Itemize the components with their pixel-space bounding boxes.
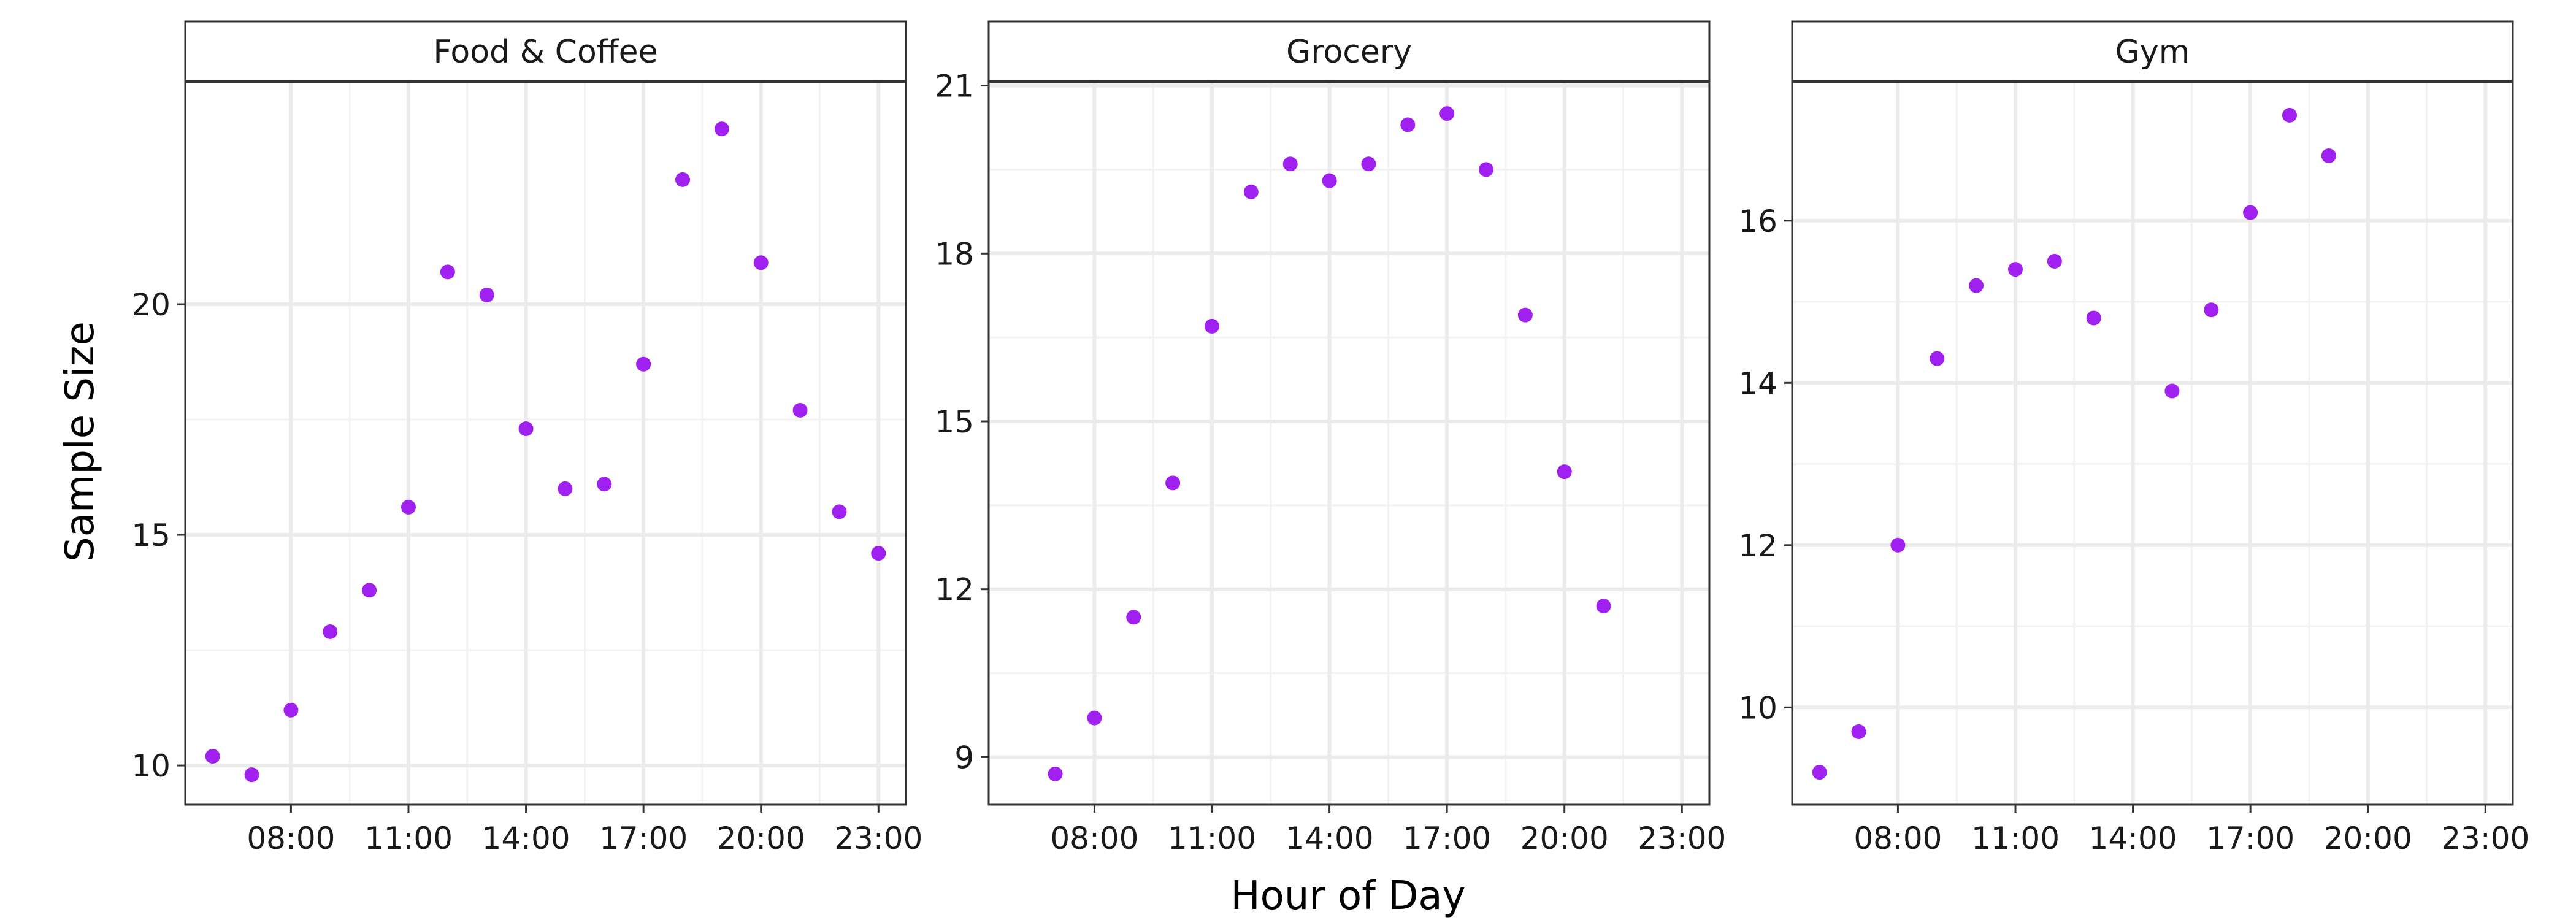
- data-point: [1126, 610, 1141, 625]
- data-point: [558, 481, 573, 496]
- data-point: [1812, 765, 1827, 780]
- data-point: [518, 421, 534, 437]
- y-tick-label: 12: [935, 572, 974, 608]
- y-tick-label: 14: [1738, 366, 1777, 401]
- data-point: [479, 287, 494, 302]
- data-point: [792, 402, 808, 418]
- y-tick-label: 15: [131, 518, 171, 553]
- data-point: [1479, 162, 1494, 177]
- facet-strip: [1791, 20, 2514, 83]
- data-point: [1204, 318, 1219, 334]
- data-point: [597, 477, 612, 492]
- x-tick-label: 23:00: [834, 821, 922, 856]
- facet-panel-food-coffee: Food & Coffee 08:00 11:00 14:00 17:00 20:00 23…: [131, 20, 922, 856]
- y-tick-label: 9: [954, 740, 974, 775]
- data-point: [2047, 253, 2062, 269]
- y-tick-label: 15: [935, 404, 974, 440]
- x-tick-label: 14:00: [1286, 821, 1374, 856]
- y-tick-label: 10: [131, 748, 171, 784]
- data-point: [1439, 106, 1455, 121]
- x-tick-label: 11:00: [364, 821, 453, 856]
- data-point: [714, 121, 729, 137]
- data-point: [871, 546, 886, 561]
- data-point: [832, 504, 847, 519]
- x-tick-label: 17:00: [599, 821, 688, 856]
- data-point: [1596, 599, 1611, 614]
- y-axis-title: Sample Size: [58, 321, 103, 562]
- y-tick-label: 21: [935, 69, 974, 104]
- facet-strip: [987, 20, 1711, 83]
- data-point: [1969, 278, 1984, 293]
- data-point: [2204, 302, 2219, 318]
- data-point: [1517, 307, 1533, 323]
- facet-title: Gym: [2115, 34, 2190, 71]
- y-tick-label: 16: [1738, 204, 1777, 239]
- y-tick-label: 10: [1738, 690, 1777, 726]
- data-point: [401, 499, 416, 515]
- x-tick-label: 08:00: [247, 821, 335, 856]
- x-axis-title: Hour of Day: [1231, 873, 1466, 919]
- x-tick-label: 14:00: [2089, 821, 2177, 856]
- data-point: [1400, 117, 1416, 132]
- x-tick-label: 23:00: [1638, 821, 1726, 856]
- data-point: [2243, 205, 2258, 220]
- data-point: [2007, 262, 2023, 277]
- data-point: [2321, 148, 2336, 164]
- data-point: [1851, 724, 1866, 739]
- x-tick-label: 17:00: [1403, 821, 1491, 856]
- x-tick-label: 20:00: [717, 821, 805, 856]
- x-tick-label: 23:00: [2441, 821, 2529, 856]
- data-point: [283, 702, 299, 718]
- x-tick-label: 17:00: [2206, 821, 2294, 856]
- data-point: [753, 255, 769, 270]
- x-tick-label: 14:00: [482, 821, 570, 856]
- facet-panel-gym: Gym 08:00 11:00 14:00 17:00 20:00 23:00 10 12 14 1…: [1738, 20, 2529, 856]
- y-tick-label: 20: [131, 287, 171, 323]
- data-point: [1890, 537, 1906, 553]
- data-point: [205, 749, 220, 764]
- facet-title: Grocery: [1286, 34, 1412, 71]
- data-point: [440, 264, 455, 280]
- data-point: [675, 172, 691, 187]
- data-point: [1557, 464, 1572, 480]
- data-point: [1361, 156, 1376, 172]
- x-tick-label: 20:00: [1520, 821, 1609, 856]
- data-point: [362, 583, 377, 598]
- x-tick-label: 11:00: [1971, 821, 2060, 856]
- x-tick-label: 08:00: [1853, 821, 1942, 856]
- data-point: [636, 356, 651, 372]
- data-point: [323, 624, 338, 639]
- x-tick-label: 11:00: [1168, 821, 1256, 856]
- data-point: [2282, 107, 2298, 123]
- data-point: [1930, 351, 1945, 366]
- data-point: [1048, 766, 1063, 781]
- data-point: [1087, 710, 1102, 726]
- y-tick-label: 12: [1738, 528, 1777, 564]
- x-tick-label: 08:00: [1050, 821, 1138, 856]
- facet-title: Food & Coffee: [433, 34, 657, 71]
- data-point: [2086, 310, 2101, 326]
- data-point: [1282, 156, 1298, 172]
- panel-border: [1791, 20, 2514, 806]
- data-point: [1243, 184, 1259, 199]
- y-tick-label: 18: [935, 236, 974, 272]
- facet-panel-grocery: Grocery 08:00 11:00 14:00 17:00 20:00 23:00 9 12…: [935, 20, 1726, 856]
- data-point: [2164, 383, 2180, 399]
- panel-border: [987, 20, 1711, 806]
- data-point: [1322, 173, 1337, 188]
- x-tick-label: 20:00: [2324, 821, 2412, 856]
- data-point: [1165, 475, 1181, 491]
- data-point: [244, 767, 259, 783]
